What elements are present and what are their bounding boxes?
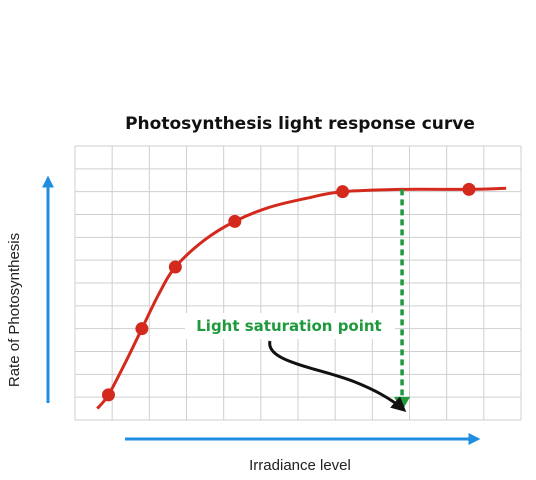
points-layer bbox=[101, 182, 476, 402]
data-point bbox=[462, 182, 476, 196]
annotation-pointer-arrow bbox=[268, 340, 407, 412]
x-axis-label: Irradiance level bbox=[249, 457, 351, 474]
y-axis-label: Rate of Photosynthesis bbox=[6, 233, 23, 387]
data-point bbox=[168, 260, 182, 274]
response-curve-line bbox=[96, 186, 507, 410]
curve-layer bbox=[96, 186, 507, 410]
annotation-label: Light saturation point bbox=[196, 317, 381, 335]
data-point bbox=[336, 185, 350, 199]
annotation-background bbox=[185, 313, 395, 339]
grid bbox=[74, 145, 522, 421]
data-point bbox=[101, 388, 115, 402]
data-point bbox=[228, 214, 242, 228]
chart-title: Photosynthesis light response curve bbox=[125, 114, 475, 134]
data-point bbox=[135, 322, 149, 336]
